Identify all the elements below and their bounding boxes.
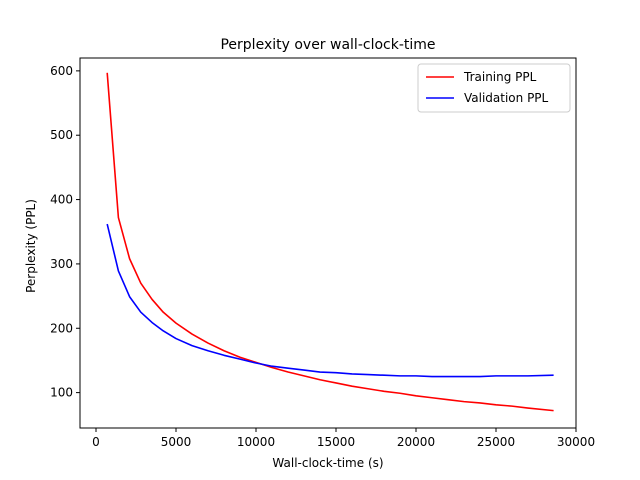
x-tick-label: 15000 — [317, 435, 355, 449]
legend-box — [417, 63, 571, 113]
x-axis-label: Wall-clock-time (s) — [272, 456, 383, 470]
y-tick-label: 200 — [50, 321, 73, 335]
legend-label: Validation PPL — [464, 91, 549, 105]
x-tick-label: 25000 — [477, 435, 515, 449]
y-axis-label: Perplexity (PPL) — [24, 199, 38, 293]
y-tick-label: 100 — [50, 386, 73, 400]
series-line-validation-ppl — [106, 223, 554, 378]
plot-series-group — [106, 72, 554, 412]
plot-frame — [79, 57, 577, 429]
x-tick-label: 5000 — [161, 435, 192, 449]
chart-title: Perplexity over wall-clock-time — [220, 37, 435, 53]
y-tick-label: 300 — [50, 257, 73, 271]
y-tick-label: 500 — [50, 128, 73, 142]
legend: Training PPL Validation PPL — [417, 63, 571, 113]
x-tick-label: 0 — [92, 435, 100, 449]
legend-label: Training PPL — [463, 70, 537, 84]
y-tick-label: 600 — [50, 64, 73, 78]
y-tick-label: 400 — [50, 193, 73, 207]
axes-group: 0 5000 10000 15000 20000 25000 30000 100 200 300 4… — [50, 57, 595, 449]
series-line-training-ppl — [106, 72, 554, 412]
x-tick-label: 10000 — [237, 435, 275, 449]
x-tick-label: 20000 — [397, 435, 435, 449]
x-tick-label: 30000 — [557, 435, 595, 449]
